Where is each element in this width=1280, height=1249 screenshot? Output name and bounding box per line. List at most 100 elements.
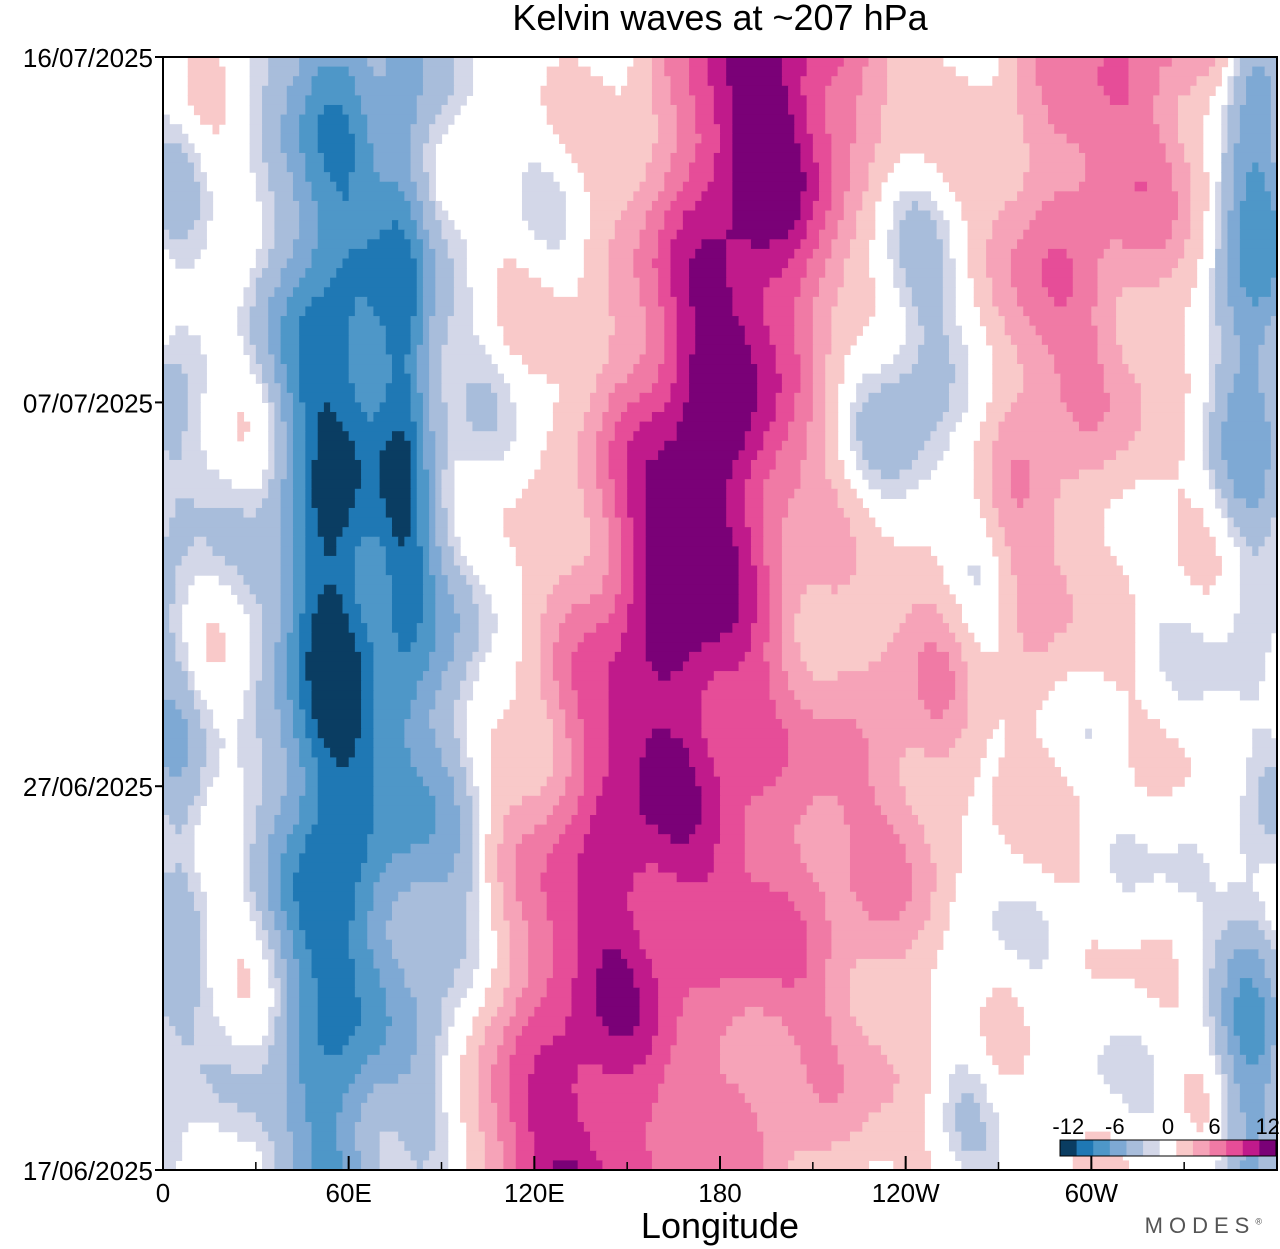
contour-cell <box>1072 268 1099 279</box>
contour-cell <box>1041 95 1111 106</box>
contour-cell <box>1227 287 1247 298</box>
contour-cell <box>435 536 449 547</box>
contour-cell <box>880 805 913 816</box>
contour-cell <box>1054 872 1080 883</box>
contour-cell <box>268 325 282 336</box>
contour-cell <box>249 882 269 893</box>
contour-cell <box>497 872 517 883</box>
contour-cell <box>1227 143 1235 154</box>
contour-cell <box>262 671 275 682</box>
contour-cell <box>967 680 1055 691</box>
contour-cell <box>1208 1026 1216 1037</box>
contour-cell <box>633 431 678 442</box>
contour-cell <box>627 603 647 615</box>
contour-cell <box>453 277 467 288</box>
contour-cell <box>163 603 170 615</box>
contour-cell <box>280 719 294 730</box>
contour-cell <box>651 1112 758 1123</box>
contour-cell <box>800 910 826 922</box>
contour-cell <box>856 210 876 221</box>
contour-cell <box>354 1074 399 1085</box>
contour-cell <box>1190 210 1204 221</box>
contour-cell <box>354 910 368 922</box>
contour-cell <box>410 239 424 250</box>
contour-cell <box>435 431 449 442</box>
contour-cell <box>775 402 795 413</box>
contour-cell <box>676 104 696 116</box>
contour-cell <box>614 507 628 519</box>
contour-cell <box>577 872 634 883</box>
contour-cell <box>930 910 950 922</box>
contour-cell <box>924 335 950 346</box>
contour-cell <box>1128 728 1167 739</box>
contour-cell <box>800 1054 839 1066</box>
contour-cell <box>1264 479 1277 490</box>
contour-cell <box>416 364 430 375</box>
contour-cell <box>503 1141 517 1152</box>
contour-cell <box>1004 200 1043 212</box>
contour-cell <box>899 191 932 202</box>
contour-cell <box>552 939 579 950</box>
contour-cell <box>1072 277 1099 288</box>
contour-cell <box>893 1064 932 1075</box>
contour-cell <box>193 891 207 902</box>
contour-cell <box>967 268 987 279</box>
contour-cell <box>268 248 294 260</box>
contour-cell <box>1004 939 1049 950</box>
contour-cell <box>893 1093 925 1104</box>
contour-cell <box>682 1006 746 1018</box>
contour-cell <box>361 690 375 701</box>
contour-cell <box>193 1035 232 1046</box>
contour-cell <box>422 671 443 682</box>
contour-cell <box>262 920 275 931</box>
contour-cell <box>1227 1102 1241 1114</box>
contour-cell <box>837 488 857 499</box>
contour-cell <box>825 85 863 96</box>
contour-cell <box>794 133 814 144</box>
contour-cell <box>404 431 418 442</box>
contour-cell <box>596 479 616 490</box>
contour-cell <box>305 584 325 595</box>
contour-cell <box>992 469 1012 480</box>
contour-cell <box>249 910 263 922</box>
contour-cell <box>608 296 641 308</box>
contour-cell <box>274 1026 288 1037</box>
contour-cell <box>336 1112 362 1123</box>
contour-cell <box>1215 181 1222 192</box>
contour-cell <box>565 786 585 797</box>
contour-cell <box>367 114 418 125</box>
contour-cell <box>1221 930 1266 941</box>
contour-cell <box>1128 1102 1154 1114</box>
contour-cell <box>472 882 480 893</box>
contour-cell <box>447 450 504 461</box>
contour-cell <box>812 200 832 212</box>
contour-cell <box>992 488 1012 499</box>
contour-cell <box>800 1045 839 1056</box>
contour-cell <box>689 85 715 96</box>
contour-cell <box>1017 949 1049 960</box>
contour-cell <box>676 124 696 135</box>
contour-cell <box>843 1074 901 1085</box>
contour-cell <box>942 287 956 298</box>
contour-cell <box>1029 220 1173 231</box>
contour-cell <box>651 76 672 87</box>
contour-cell <box>794 412 814 423</box>
contour-cell <box>1239 584 1277 595</box>
contour-cell <box>354 546 387 557</box>
contour-cell <box>552 728 566 739</box>
contour-cell <box>1177 104 1210 116</box>
contour-cell <box>1004 834 1080 845</box>
contour-cell <box>1128 738 1179 749</box>
contour-cell <box>849 1006 932 1018</box>
contour-cell <box>163 786 201 797</box>
contour-cell <box>800 843 851 854</box>
contour-cell <box>497 1131 517 1142</box>
colorbar-label: 6 <box>1208 1114 1220 1139</box>
contour-cell <box>781 623 795 634</box>
contour-cell <box>849 882 913 893</box>
contour-cell <box>268 306 288 317</box>
contour-cell <box>967 565 981 576</box>
contour-cell <box>1227 248 1241 260</box>
contour-cell <box>942 1122 956 1133</box>
